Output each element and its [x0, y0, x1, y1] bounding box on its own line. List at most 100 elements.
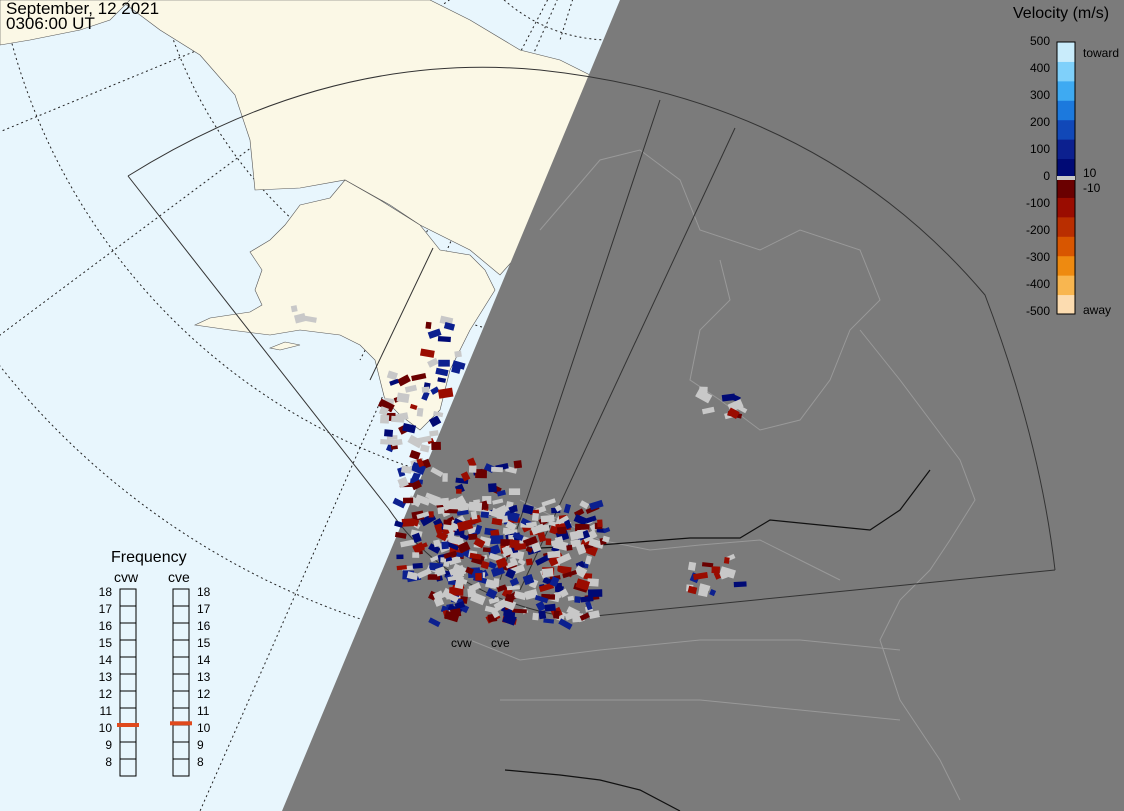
- legend-tick: 300: [1029, 88, 1050, 102]
- velocity-cell: [713, 571, 722, 580]
- velocity-cell: [490, 565, 505, 577]
- velocity-cell: [442, 473, 448, 482]
- velocity-cell: [400, 539, 416, 548]
- velocity-cell: [602, 535, 610, 543]
- freq-tick-left: 12: [98, 687, 112, 701]
- velocity-cell: [428, 415, 442, 428]
- colorbar-segment: [1057, 119, 1075, 140]
- velocity-cell: [530, 541, 542, 553]
- frequency-box: [172, 724, 190, 743]
- velocity-cell: [430, 466, 444, 478]
- velocity-cell: [380, 439, 395, 446]
- velocity-cell: [570, 539, 582, 548]
- velocity-cell: [547, 550, 561, 559]
- velocity-cell: [699, 583, 711, 591]
- frequency-box: [119, 741, 137, 760]
- velocity-cell: [573, 565, 588, 578]
- velocity-cell: [410, 480, 422, 491]
- velocity-cell: [380, 414, 390, 424]
- velocity-cell: [433, 410, 444, 418]
- velocity-cell: [437, 377, 447, 383]
- velocity-cell: [384, 429, 394, 437]
- velocity-cell: [709, 589, 717, 597]
- velocity-cell: [419, 444, 430, 453]
- velocity-cell: [451, 572, 465, 584]
- frequency-box: [119, 758, 137, 777]
- velocity-cell: [460, 471, 471, 482]
- velocity-cell: [392, 497, 406, 509]
- velocity-cell: [488, 596, 500, 605]
- velocity-cell: [404, 384, 418, 393]
- colorbar-segment: [1057, 158, 1075, 179]
- velocity-cell: [397, 374, 411, 387]
- frequency-box: [119, 656, 137, 675]
- legend-tick: -400: [1025, 277, 1050, 291]
- frequency-marker-cvw: [117, 723, 139, 727]
- velocity-cell: [733, 581, 747, 588]
- velocity-cell: [290, 305, 298, 313]
- velocity-cell: [411, 532, 422, 543]
- velocity-cell: [435, 367, 449, 377]
- velocity-cell: [505, 520, 517, 531]
- velocity-cell: [501, 545, 514, 557]
- velocity-cell: [553, 610, 560, 620]
- velocity-cell: [545, 538, 552, 546]
- velocity-cell: [391, 415, 405, 423]
- velocity-cell: [513, 590, 527, 601]
- velocity-cell: [457, 519, 474, 532]
- velocity-cell: [490, 529, 500, 537]
- velocity-cell: [556, 553, 572, 565]
- velocity-cell: [490, 535, 504, 545]
- velocity-cell: [544, 603, 556, 612]
- velocity-cell: [541, 568, 554, 578]
- velocity-cell: [687, 585, 698, 595]
- velocity-cell: [597, 519, 603, 528]
- freq-tick-left: 8: [105, 755, 112, 769]
- away-label: away: [1083, 303, 1112, 317]
- velocity-cell: [495, 557, 508, 569]
- velocity-cell: [508, 505, 518, 514]
- velocity-cell: [543, 618, 555, 624]
- velocity-cell: [562, 570, 577, 579]
- velocity-cell: [416, 511, 430, 520]
- velocity-cell: [459, 533, 469, 541]
- velocity-cell: [470, 510, 478, 520]
- velocity-cell: [435, 566, 446, 577]
- velocity-cell: [553, 539, 569, 551]
- velocity-cell: [430, 554, 441, 563]
- velocity-cell: [538, 582, 555, 593]
- freq-tick-left: 13: [98, 670, 112, 684]
- freq-tick-left: 16: [98, 619, 112, 633]
- velocity-cell: [467, 526, 478, 535]
- velocity-cell: [412, 562, 423, 569]
- velocity-cell: [487, 561, 497, 570]
- velocity-cell: [396, 564, 407, 571]
- velocity-cell: [411, 372, 427, 382]
- velocity-cell: [394, 520, 404, 528]
- legend-tick: -200: [1025, 223, 1050, 237]
- velocity-cell: [588, 589, 603, 597]
- velocity-cell: [409, 403, 418, 410]
- velocity-cell: [396, 554, 404, 560]
- velocity-cell: [403, 497, 414, 504]
- velocity-cell: [490, 507, 504, 519]
- frequency-box: [119, 707, 137, 726]
- velocity-cell: [407, 434, 424, 449]
- colorbar-segment: [1057, 255, 1075, 276]
- velocity-cell: [580, 595, 594, 603]
- velocity-cell: [701, 406, 715, 415]
- velocity-cell: [567, 595, 575, 601]
- velocity-cell: [469, 552, 482, 560]
- velocity-cell: [377, 398, 395, 413]
- colorbar-segment: [1057, 178, 1075, 198]
- velocity-cell: [465, 566, 475, 575]
- velocity-cell: [687, 561, 697, 571]
- colorbar-lowvel: [1057, 176, 1075, 180]
- velocity-cell: [449, 587, 464, 596]
- velocity-cell: [522, 535, 538, 548]
- frequency-box: [119, 622, 137, 641]
- velocity-cell: [441, 541, 449, 550]
- velocity-cell: [727, 407, 740, 419]
- velocity-cell: [512, 532, 524, 541]
- velocity-cell: [437, 387, 454, 399]
